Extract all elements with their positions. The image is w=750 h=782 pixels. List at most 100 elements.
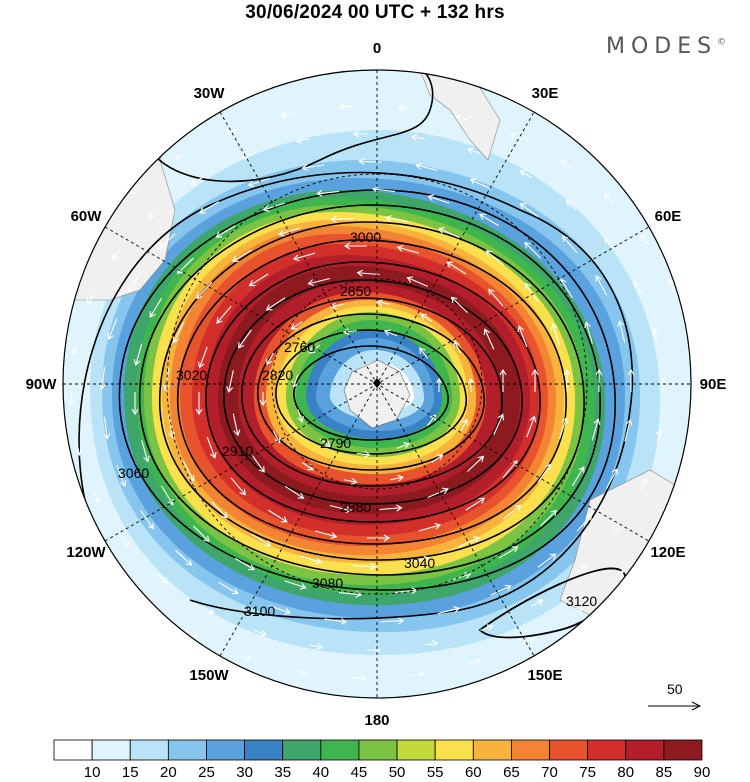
wind-vector-arrow [147, 209, 159, 219]
wind-vector-arrow [202, 606, 215, 614]
wind-vector-arrow [419, 347, 429, 359]
colorbar-swatch [167, 739, 207, 761]
wind-vector-arrow [280, 111, 295, 119]
wind-vector-arrow [226, 370, 234, 393]
wind-vector-arrow [571, 466, 585, 487]
wind-vector-arrow [330, 215, 354, 223]
wind-vector-arrow [107, 318, 118, 341]
wind-vector-arrow [174, 549, 193, 566]
wind-vector-arrow [259, 392, 267, 407]
contour-label-2790: 2790 [320, 435, 351, 451]
wind-vector-arrow [571, 607, 584, 617]
map-boundary [62, 69, 692, 699]
wind-vector-arrow [519, 170, 532, 178]
colorbar-tick-label: 50 [389, 764, 406, 781]
wind-vector-arrow [129, 184, 141, 195]
wind-vector-arrow [565, 200, 577, 210]
wind-vector-arrow [524, 241, 542, 259]
colorbar-tick-label: 10 [84, 764, 101, 781]
wind-vector-arrow [488, 288, 504, 307]
wind-vector-arrow [211, 501, 228, 519]
colorbar-tick-label: 55 [427, 764, 444, 781]
contour-label-2880: 2880 [340, 499, 371, 515]
wind-vector-arrow [50, 468, 56, 480]
wind-vector-arrow [140, 510, 154, 530]
wind-vector-arrow [467, 377, 475, 392]
longitude-label: 180 [364, 712, 389, 729]
wind-vector-arrow [480, 624, 494, 631]
contour-label-3060: 3060 [118, 465, 149, 481]
wind-vector-arrow [352, 674, 367, 682]
wind-vector-arrow [613, 570, 624, 581]
wind-vector-arrow [467, 455, 485, 472]
colorbar-tick-label: 20 [160, 764, 177, 781]
wind-vector-arrow [396, 245, 420, 254]
longitude-labels: 0 30E 60E 90E 120E 150E 180 150W 120W 90W 60W 30W [26, 40, 727, 729]
contour-3060 [138, 204, 601, 576]
wind-vector-arrow [384, 215, 408, 223]
colorbar-swatch [129, 739, 169, 761]
wind-vector-arrow [485, 250, 504, 266]
colorbar-swatch [549, 739, 589, 761]
wind-vector-arrow [397, 104, 412, 112]
wind-vector-arrow [71, 341, 79, 356]
wind-vector-arrow [290, 321, 303, 330]
wind-vector-arrow [522, 637, 536, 645]
longitude-label: 90W [26, 376, 58, 393]
wind-vector-arrow [415, 162, 438, 171]
longitude-label: 120W [66, 544, 106, 561]
wind-vector-arrow [659, 377, 667, 392]
wind-vector-arrow [418, 522, 442, 532]
wind-vector-arrow [232, 249, 252, 262]
wind-vector-arrow [410, 134, 425, 141]
contour-label-3100: 3100 [244, 603, 275, 619]
wind-vector-arrow [38, 418, 44, 431]
wind-vector-arrow [158, 233, 176, 250]
colorbar-tick-label: 35 [274, 764, 291, 781]
contour-label-3020: 3020 [176, 367, 207, 383]
wind-vector-arrow [215, 225, 236, 238]
longitude-label: 30E [532, 85, 559, 102]
colorbar-swatch [244, 739, 284, 761]
south-pole-marker [373, 378, 381, 388]
colorbar-tick-label: 45 [351, 764, 368, 781]
wind-vector-arrow [367, 534, 391, 542]
wind-vector-arrow [98, 367, 106, 391]
wind-vector-arrow [469, 178, 491, 190]
colorbar-tick-label: 80 [617, 764, 634, 781]
wind-vector-arrow [71, 515, 79, 529]
colorbar-swatch [663, 739, 703, 761]
wind-vector-arrow [93, 490, 101, 504]
latitude-circle-inner [271, 278, 483, 490]
wind-vector-arrow [563, 368, 571, 392]
wind-vector-arrow [149, 297, 163, 318]
wind-vector-arrow [483, 328, 495, 350]
wind-vector-arrow [655, 428, 663, 443]
longitude-label: 120E [650, 544, 685, 561]
contour-2850 [241, 297, 503, 487]
wind-vector-arrow [509, 133, 523, 141]
colorbar-swatch [320, 739, 360, 761]
wind-vector-arrow [576, 513, 593, 532]
wind-vector-arrow [383, 329, 398, 337]
contour-3080 [118, 189, 616, 591]
wind-vector-arrow [652, 327, 659, 342]
wind-vector-arrow [559, 160, 572, 169]
wind-vector-arrow [269, 605, 292, 615]
wind-vector-arrow [562, 235, 578, 254]
wind-vector-arrow [251, 533, 272, 547]
colorbar-swatch [511, 739, 550, 761]
reference-vector-arrowhead [691, 701, 702, 711]
wind-vector-arrow [120, 535, 130, 547]
wind-vector-arrow [299, 555, 323, 565]
wind-vector-arrow [127, 273, 142, 293]
longitude-label: 150W [189, 667, 229, 684]
wind-vector-arrow [667, 278, 675, 292]
wind-vector-arrow [591, 418, 601, 441]
wind-vector-arrow [157, 574, 169, 584]
wind-vector-arrow [531, 599, 544, 607]
longitude-label: 90E [700, 376, 727, 393]
wind-vector-arrow [353, 563, 377, 571]
wind-vector-arrow [46, 316, 52, 328]
